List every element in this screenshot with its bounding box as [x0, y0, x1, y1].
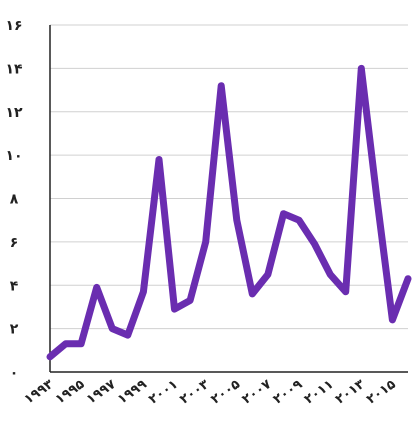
y-tick-label: ۱۴ [5, 61, 23, 77]
x-tick-label: ۲۰۱۱ [302, 377, 337, 407]
x-tick-label: ۲۰۰۷ [240, 377, 275, 408]
x-tick-label: ۱۹۹۷ [84, 377, 119, 408]
x-tick-label: ۲۰۰۱ [146, 377, 181, 407]
x-tick-label: ۲۰۰۹ [271, 377, 306, 408]
y-tick-label: ۱۲ [5, 105, 23, 121]
x-tick-label: ۲۰۰۳ [177, 377, 212, 408]
y-tick-label: ۱۰ [5, 148, 22, 164]
y-tick-label: ۰ [10, 365, 19, 381]
y-tick-label: ۸ [10, 192, 19, 208]
y-tick-label: ۴ [10, 278, 19, 294]
y-tick-label: ۲ [10, 322, 19, 338]
x-tick-label: ۲۰۱۳ [333, 377, 368, 408]
x-tick-label: ۲۰۱۵ [364, 377, 399, 408]
x-tick-label: ۱۹۹۵ [53, 377, 88, 408]
y-tick-label: ۶ [10, 235, 19, 251]
series-line [46, 64, 412, 361]
x-tick-label: ۱۹۹۹ [115, 377, 150, 408]
y-tick-label: ۱۶ [5, 18, 22, 34]
x-tick-label: ۲۰۰۵ [208, 377, 243, 408]
x-tick-label: ۱۹۹۳ [22, 377, 57, 408]
